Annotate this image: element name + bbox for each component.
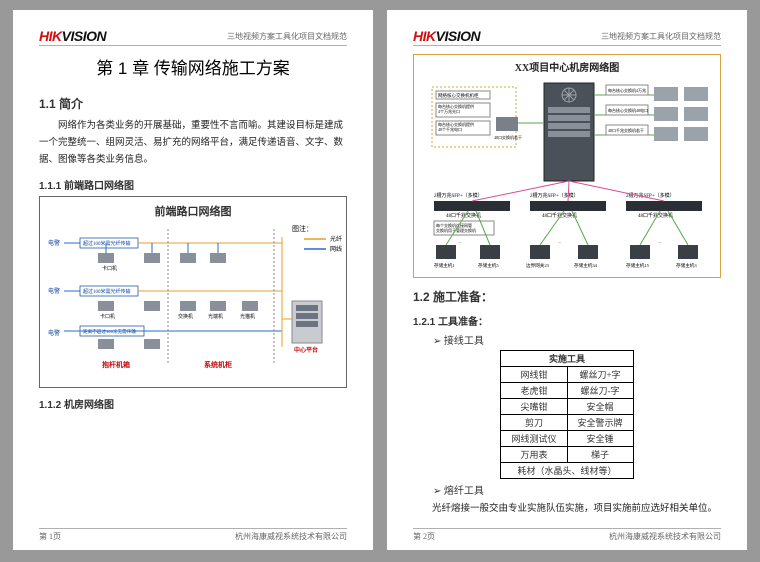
header: HIKVISION 三地视频方案工具化项目文档规范 [413,28,721,46]
intro-paragraph: 网络作为各类业务的开展基础，重要性不言而喻。其建设目标是建成一个完整统一、组网灵… [39,118,347,169]
bullet-fiber-tools: 熔纤工具 [433,482,721,497]
page-1: HIKVISION 三地视频方案工具化项目文档规范 第 1 章 传输网络施工方案… [13,10,373,550]
header-doc-title: 三地视频方案工具化项目文档规范 [227,31,347,42]
footer-page: 第 1页 [39,531,61,542]
logo-vision: VISION [62,28,106,44]
figure-1-title: 前端路口网络图 [44,203,342,219]
section-1-1: 1.1 简介 [39,95,347,112]
bullet-wiring-tools: 接线工具 [433,332,721,347]
svg-text:存储主机5: 存储主机5 [478,262,499,269]
tool-last-row: 耗材（水晶头、线材等） [501,463,633,479]
svg-text:...: ... [458,239,461,244]
figure-1-front-network: 前端路口网络图 图注： 光纤 网线 电警 超过100米需光纤传输 卡口机 电警 … [39,196,347,388]
tool-cell: 螺丝刀-字 [567,383,633,399]
svg-text:电警: 电警 [48,329,60,337]
svg-text:卡口机: 卡口机 [100,313,115,320]
tool-table: 实施工具 网线钳螺丝刀+字老虎钳螺丝刀-字尖嘴钳安全帽剪刀安全警示牌网线测试仪安… [500,350,633,479]
tool-cell: 网线测试仪 [501,431,567,447]
svg-text:48口千兆交换机若干: 48口千兆交换机若干 [608,127,644,133]
tool-cell: 安全锤 [567,431,633,447]
section-1-2-1: 1.2.1 工具准备： [413,313,721,328]
logo-hik: HIK [413,28,436,44]
brand-logo: HIKVISION [413,28,480,44]
chapter-title: 第 1 章 传输网络施工方案 [39,54,347,79]
svg-text:电警: 电警 [48,239,60,247]
tool-cell: 安全警示牌 [567,415,633,431]
svg-text:...: ... [658,239,661,244]
svg-text:系统机柜: 系统机柜 [204,360,232,369]
svg-text:存储主机3: 存储主机3 [676,262,697,269]
tool-cell: 尖嘴钳 [501,399,567,415]
svg-text:卡口机: 卡口机 [102,265,117,272]
section-1-2: 1.2 施工准备： [413,288,721,305]
tool-cell: 安全帽 [567,399,633,415]
svg-text:光端机: 光端机 [208,313,223,320]
figure-2-server-room: XX项目中心机房网络图 网络核心交换机机柜 每台核心交换机提供4个万兆光口 每台… [413,54,721,278]
page-2: HIKVISION 三地视频方案工具化项目文档规范 XX项目中心机房网络图 网络… [387,10,747,550]
tool-cell: 剪刀 [501,415,567,431]
svg-text:网线: 网线 [330,245,342,253]
svg-text:超过100米需光纤传输: 超过100米需光纤传输 [83,240,131,247]
svg-text:超过100米需光纤传输: 超过100米需光纤传输 [83,288,131,295]
svg-text:网络核心交换机机柜: 网络核心交换机机柜 [438,92,479,99]
logo-hik: HIK [39,28,62,44]
svg-text:存储主机34: 存储主机34 [574,262,598,269]
svg-text:每台核心交换机48电口: 每台核心交换机48电口 [608,107,648,113]
svg-text:中心平台: 中心平台 [294,346,318,354]
svg-text:交换机: 交换机 [178,313,193,320]
tool-cell: 螺丝刀+字 [567,367,633,383]
fiber-note: 光纤熔接一般交由专业实施队伍实施，项目实施前应选好相关单位。 [413,501,721,518]
logo-vision: VISION [436,28,480,44]
footer-company: 杭州海康威视系统技术有限公司 [235,531,347,542]
svg-text:存储主机1: 存储主机1 [434,262,455,269]
svg-text:光猫机: 光猫机 [240,313,255,320]
svg-text:2槽万兆SFP+（多模）: 2槽万兆SFP+（多模） [530,192,579,199]
tool-table-header: 实施工具 [501,351,633,367]
footer: 第 1页 杭州海康威视系统技术有限公司 [39,528,347,542]
svg-text:4个万兆光口: 4个万兆光口 [438,108,460,114]
tool-cell: 老虎钳 [501,383,567,399]
svg-text:48个千兆电口: 48个千兆电口 [438,126,462,132]
figure-2-title: XX项目中心机房网络图 [418,59,716,74]
footer-company: 杭州海康威视系统技术有限公司 [609,531,721,542]
tool-cell: 万用表 [501,447,567,463]
footer: 第 2页 杭州海康威视系统技术有限公司 [413,528,721,542]
tool-cell: 梯子 [567,447,633,463]
header-doc-title: 三地视频方案工具化项目文档规范 [601,31,721,42]
footer-page: 第 2页 [413,531,435,542]
svg-text:...: ... [558,239,561,244]
svg-text:抱杆机箱: 抱杆机箱 [102,360,130,369]
legend-label: 图注： [292,224,313,233]
section-1-1-1: 1.1.1 前端路口网络图 [39,177,347,192]
brand-logo: HIKVISION [39,28,106,44]
svg-text:光纤: 光纤 [330,235,342,243]
svg-text:存储主机15: 存储主机15 [626,262,650,269]
svg-text:2槽万兆SFP+（多模）: 2槽万兆SFP+（多模） [434,192,483,199]
section-1-1-2: 1.1.2 机房网络图 [39,396,347,411]
svg-text:48口交换机若干: 48口交换机若干 [494,134,522,140]
svg-text:每台核心交换机4万兆: 每台核心交换机4万兆 [608,87,646,93]
header: HIKVISION 三地视频方案工具化项目文档规范 [39,28,347,46]
svg-text:电警: 电警 [48,287,60,295]
tool-cell: 网线钳 [501,367,567,383]
svg-text:边界网关23: 边界网关23 [526,262,550,269]
